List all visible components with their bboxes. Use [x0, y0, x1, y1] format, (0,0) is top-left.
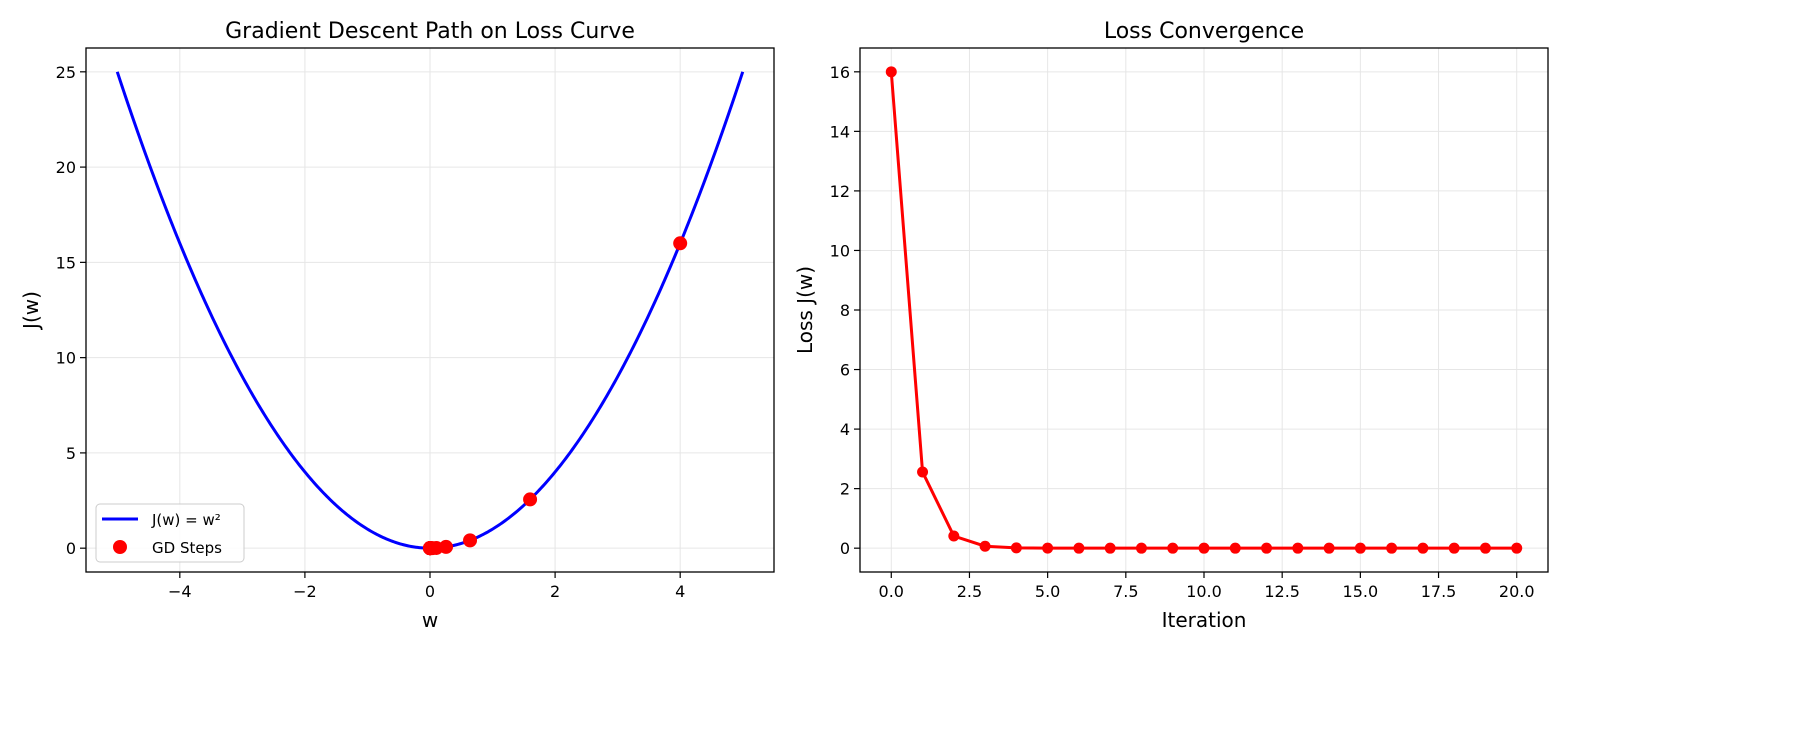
y-tick-label: 8 [840, 301, 850, 320]
y-tick-label: 14 [830, 122, 850, 141]
loss-point [1198, 542, 1210, 554]
y-tick-label: 20 [56, 158, 76, 177]
loss-point [1073, 542, 1085, 554]
gd-step-point [423, 541, 437, 556]
loss-point [1042, 542, 1054, 554]
loss-point [885, 66, 897, 78]
loss-point [1292, 542, 1304, 554]
axes-frame [85, 47, 775, 573]
x-axis-label: w [422, 608, 438, 632]
grid [86, 48, 774, 572]
y-tick-label: 25 [56, 63, 76, 82]
x-tick-label: −4 [168, 582, 192, 601]
loss-point [948, 530, 960, 542]
x-tick-label: 17.5 [1421, 582, 1457, 601]
loss-point [917, 466, 929, 478]
y-tick-label: 5 [66, 444, 76, 463]
y-tick-label: 0 [66, 539, 76, 558]
y-tick-label: 12 [830, 182, 850, 201]
x-tick-label: 4 [675, 582, 685, 601]
y-tick-label: 4 [840, 420, 850, 439]
loss-point [1511, 542, 1523, 554]
x-tick-label: 2.5 [957, 582, 982, 601]
legend-label: GD Steps [152, 539, 222, 557]
gd-step-point [673, 236, 688, 251]
x-tick-label: −2 [293, 582, 317, 601]
axes-frame [859, 47, 1549, 573]
loss-convergence-plot: Loss Convergence Iteration Loss J(w) 0.0… [793, 19, 1549, 632]
x-axis-label: Iteration [1162, 608, 1247, 632]
y-tick-label: 16 [830, 63, 850, 82]
legend: J(w) = w² GD Steps [95, 503, 245, 563]
y-tick-label: 10 [830, 241, 850, 260]
loss-point [1167, 542, 1179, 554]
loss-point [1448, 542, 1460, 554]
legend-label: J(w) = w² [151, 511, 221, 529]
gd-step-point [523, 492, 538, 507]
y-axis-label: Loss J(w) [793, 266, 817, 354]
y-tick-label: 2 [840, 480, 850, 499]
loss-point [1386, 542, 1398, 554]
loss-point [1010, 542, 1022, 554]
y-tick-label: 0 [840, 539, 850, 558]
loss-point [1323, 542, 1335, 554]
legend-marker-swatch [113, 540, 127, 554]
x-tick-label: 2 [550, 582, 560, 601]
x-tick-label: 5.0 [1035, 582, 1060, 601]
gd-step-point [463, 533, 478, 548]
plot-title: Gradient Descent Path on Loss Curve [225, 19, 635, 44]
y-tick-label: 10 [56, 349, 76, 368]
x-tick-label: 0 [425, 582, 435, 601]
gradient-descent-plot: Gradient Descent Path on Loss Curve w J(… [19, 19, 775, 632]
x-tick-label: 15.0 [1343, 582, 1379, 601]
x-tick-label: 7.5 [1113, 582, 1138, 601]
y-axis-label: J(w) [19, 291, 43, 331]
plot-title: Loss Convergence [1104, 19, 1304, 44]
loss-point [1104, 542, 1116, 554]
y-tick-label: 6 [840, 361, 850, 380]
grid [860, 48, 1548, 572]
y-tick-label: 15 [56, 253, 76, 272]
loss-point [1417, 542, 1429, 554]
x-tick-label: 20.0 [1499, 582, 1535, 601]
loss-point [1354, 542, 1366, 554]
loss-point [1135, 542, 1147, 554]
loss-point [1479, 542, 1491, 554]
loss-point [1261, 542, 1273, 554]
x-tick-label: 12.5 [1264, 582, 1300, 601]
x-tick-label: 10.0 [1186, 582, 1222, 601]
x-tick-label: 0.0 [879, 582, 904, 601]
loss-point [979, 540, 991, 552]
loss-point [1229, 542, 1241, 554]
